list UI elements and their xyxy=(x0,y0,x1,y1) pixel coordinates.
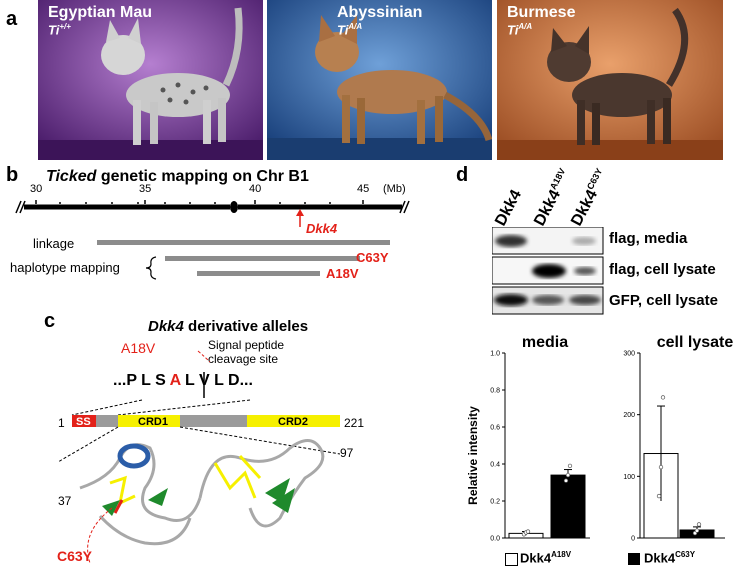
blot-label-gfp-lysate: GFP, cell lysate xyxy=(609,292,718,309)
y-tick-label: 200 xyxy=(623,412,635,419)
linkage-label: linkage xyxy=(33,236,75,251)
data-point xyxy=(660,395,666,400)
data-point xyxy=(567,463,573,469)
photo-abyssinian: Abyssinian TiA/A xyxy=(267,0,492,160)
chart-title: cell lysate xyxy=(657,334,734,351)
blot-label-flag-media: flag, media xyxy=(609,230,688,247)
data-point xyxy=(525,529,531,534)
dkk4-arrow xyxy=(296,209,304,227)
photo-burmese: Burmese TiA/A xyxy=(497,0,723,160)
y-tick-label: 1.0 xyxy=(490,351,500,358)
protein-diagram xyxy=(57,350,341,564)
y-tick-label: 300 xyxy=(623,351,635,358)
haplotype-c63y-bar xyxy=(165,256,360,261)
data-point xyxy=(563,478,569,483)
data-point xyxy=(658,464,664,470)
y-tick-label: 0.6 xyxy=(490,425,500,432)
western-blots xyxy=(492,227,604,315)
signal-peptide-label: Signal peptide xyxy=(208,338,285,352)
ss-domain xyxy=(72,415,96,427)
legend-label-c63y: Dkk4C63Y xyxy=(644,550,696,566)
cat-name-egyptian-mau: Egyptian Mau xyxy=(48,4,153,21)
ss-label: SS xyxy=(76,416,91,428)
y-tick-label: 0.4 xyxy=(490,462,500,469)
crd2-label: CRD2 xyxy=(278,416,308,428)
panel-label-b: b xyxy=(6,164,19,186)
linkage-bar xyxy=(97,240,390,245)
chart-cell-lysate: cell lysate 0 100 200 300 xyxy=(623,334,733,543)
burmese-picture xyxy=(497,0,723,160)
data-point xyxy=(694,528,700,533)
data-point xyxy=(656,493,662,499)
blot-flag-cell-lysate xyxy=(492,256,604,285)
y-tick-label: 0 xyxy=(631,536,635,543)
y-tick-label: 0.2 xyxy=(490,499,500,506)
cat-name-burmese: Burmese xyxy=(507,4,576,21)
panel-label-a: a xyxy=(6,8,18,30)
panel-c-title: Dkk4 derivative alleles xyxy=(148,318,309,335)
residue-37-label: 37 xyxy=(58,494,72,508)
crd1-domain xyxy=(118,415,180,427)
haplotype-label: haplotype mapping xyxy=(10,260,120,275)
blot-gfp-cell-lysate xyxy=(492,286,604,315)
bar-Dkk4C63Y xyxy=(550,474,586,539)
chart-title: media xyxy=(522,334,568,351)
legend-swatch-a18v xyxy=(505,553,518,566)
tick-35: 35 xyxy=(139,183,152,195)
c63y-label-b: C63Y xyxy=(356,250,389,265)
residue-97-label: 97 xyxy=(340,446,354,460)
blot-label-flag-lysate: flag, cell lysate xyxy=(609,261,716,278)
genotype-abyssinian: TiA/A xyxy=(337,22,363,38)
unit-mb: (Mb) xyxy=(383,183,406,195)
panel-b-title: Ticked genetic mapping on Chr B1 xyxy=(46,168,309,185)
haplotype-brace xyxy=(145,256,157,280)
egyptian-mau-picture xyxy=(38,0,263,160)
domain-start-label: 1 xyxy=(58,416,65,430)
crd1-label: CRD1 xyxy=(138,416,168,428)
chart-media: media 0.0 0.2 0.4 0.6 0.8 1.0 Relative intensit… xyxy=(466,334,590,543)
crd2-domain xyxy=(247,415,340,427)
y-tick-label: 100 xyxy=(623,474,635,481)
legend-swatch-c63y xyxy=(628,553,640,565)
a18v-label-c: A18V xyxy=(121,340,156,356)
tick-40: 40 xyxy=(249,183,262,195)
tick-30: 30 xyxy=(30,183,43,195)
panel-label-c: c xyxy=(44,310,56,332)
domain-end-label: 221 xyxy=(344,416,365,430)
break-marks-right xyxy=(399,200,410,214)
legend-label-a18v: Dkk4A18V xyxy=(520,550,572,566)
crd2-structure xyxy=(198,439,325,528)
tick-45: 45 xyxy=(357,183,370,195)
crd1-structure xyxy=(79,443,202,546)
y-tick-label: 0.0 xyxy=(490,536,500,543)
panel-label-d: d xyxy=(456,164,469,186)
genotype-egyptian-mau: Ti+/+ xyxy=(48,22,71,38)
chromosome-map xyxy=(15,200,410,280)
data-point xyxy=(696,522,702,527)
haplotype-a18v-bar xyxy=(197,271,320,276)
blot-flag-media xyxy=(492,227,604,255)
genotype-burmese: TiA/A xyxy=(507,22,533,38)
y-axis-label: Relative intensity xyxy=(466,406,480,505)
cleavage-site-label: cleavage site xyxy=(208,352,279,366)
lane-label-dkk4: Dkk4 xyxy=(492,187,526,229)
y-tick-label: 0.8 xyxy=(490,388,500,395)
bar-charts: media 0.0 0.2 0.4 0.6 0.8 1.0 Relative intensit… xyxy=(466,334,733,543)
peptide-sequence: ...P L S A L V L D... xyxy=(113,372,253,389)
a18v-label-b: A18V xyxy=(326,266,359,281)
photo-egyptian-mau: Egyptian Mau Ti+/+ xyxy=(38,0,263,160)
abyssinian-picture xyxy=(267,0,492,160)
centromere xyxy=(230,201,238,213)
break-marks-left xyxy=(15,200,26,214)
dkk4-gene-label: Dkk4 xyxy=(306,221,338,236)
cat-name-abyssinian: Abyssinian xyxy=(337,4,423,21)
data-point xyxy=(565,472,571,478)
c63y-label-c: C63Y xyxy=(57,548,93,564)
